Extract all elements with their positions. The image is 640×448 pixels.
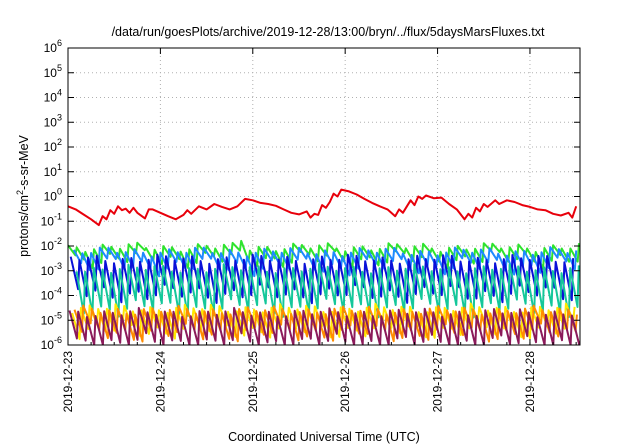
x-tick-label: 2019-12-27 [431, 351, 445, 413]
y-tick-label: 10-1 [41, 211, 62, 228]
x-axis: 2019-12-23 2019-12-24 2019-12-25 2019-12-26… [61, 48, 577, 413]
y-tick-label: 10-3 [41, 261, 62, 278]
y-tick-label: 100 [44, 187, 62, 204]
y-axis-label: protons/cm2-s-sr-MeV [15, 134, 31, 256]
series-line-3 [72, 246, 578, 278]
series-line-7 [73, 304, 578, 343]
y-tick-label: 10-2 [41, 236, 62, 253]
series-line-1 [68, 188, 578, 227]
y-tick-label: 10-6 [41, 335, 62, 352]
x-axis-label: Coordinated Universal Time (UTC) [228, 430, 420, 444]
y-tick-label: 101 [44, 162, 62, 179]
series-line-5 [75, 263, 580, 319]
x-tick-label: 2019-12-26 [338, 351, 352, 413]
y-tick-label: 102 [44, 137, 62, 154]
x-tick-label: 2019-12-28 [523, 351, 537, 413]
x-tick-label: 2019-12-23 [61, 351, 75, 413]
y-tick-label: 10-5 [41, 310, 62, 327]
y-tick-label: 10-4 [41, 286, 62, 303]
y-tick-label: 105 [44, 63, 62, 80]
y-tick-label: 106 [44, 38, 62, 55]
series-group [68, 188, 580, 345]
chart-title: /data/run/goesPlots/archive/2019-12-28/1… [112, 25, 545, 39]
x-tick-label: 2019-12-24 [153, 351, 167, 413]
y-axis: 10-6 10-5 10-4 10-3 10-2 10-1 100 101 102 103 104 1… [41, 38, 580, 352]
y-tick-label: 104 [44, 88, 62, 105]
y-tick-label: 103 [44, 112, 62, 129]
x-tick-label: 2019-12-25 [246, 351, 260, 413]
series-line-2 [68, 239, 580, 270]
series-line-8 [68, 306, 580, 345]
